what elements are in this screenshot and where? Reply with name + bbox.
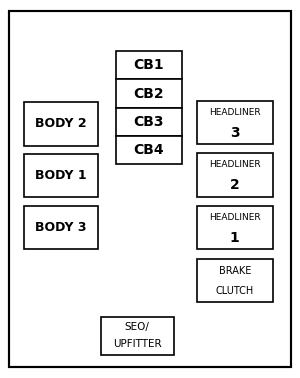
Text: CB3: CB3 bbox=[133, 115, 164, 129]
Bar bbox=[196, 206, 273, 249]
Text: CB1: CB1 bbox=[133, 58, 164, 72]
Bar bbox=[116, 79, 182, 108]
Text: HEADLINER: HEADLINER bbox=[209, 108, 261, 117]
Bar bbox=[116, 136, 182, 164]
Bar bbox=[196, 101, 273, 144]
Text: HEADLINER: HEADLINER bbox=[209, 160, 261, 169]
Bar bbox=[196, 153, 273, 197]
Text: CB4: CB4 bbox=[133, 143, 164, 157]
Text: 3: 3 bbox=[230, 125, 240, 139]
Bar bbox=[116, 51, 182, 79]
Bar bbox=[24, 206, 98, 249]
Text: HEADLINER: HEADLINER bbox=[209, 213, 261, 222]
Text: CLUTCH: CLUTCH bbox=[216, 286, 254, 296]
Bar bbox=[100, 317, 174, 355]
Bar bbox=[24, 102, 98, 146]
Text: UPFITTER: UPFITTER bbox=[113, 339, 162, 349]
Bar bbox=[196, 259, 273, 302]
Text: BODY 2: BODY 2 bbox=[35, 117, 87, 130]
Text: BODY 3: BODY 3 bbox=[35, 221, 86, 234]
Text: 2: 2 bbox=[230, 178, 240, 192]
Text: CB2: CB2 bbox=[133, 87, 164, 101]
Text: BRAKE: BRAKE bbox=[219, 266, 251, 276]
Text: BODY 1: BODY 1 bbox=[35, 169, 87, 182]
Text: SEO/: SEO/ bbox=[125, 322, 150, 332]
Bar bbox=[24, 154, 98, 197]
Text: 1: 1 bbox=[230, 231, 240, 245]
Bar bbox=[116, 108, 182, 136]
